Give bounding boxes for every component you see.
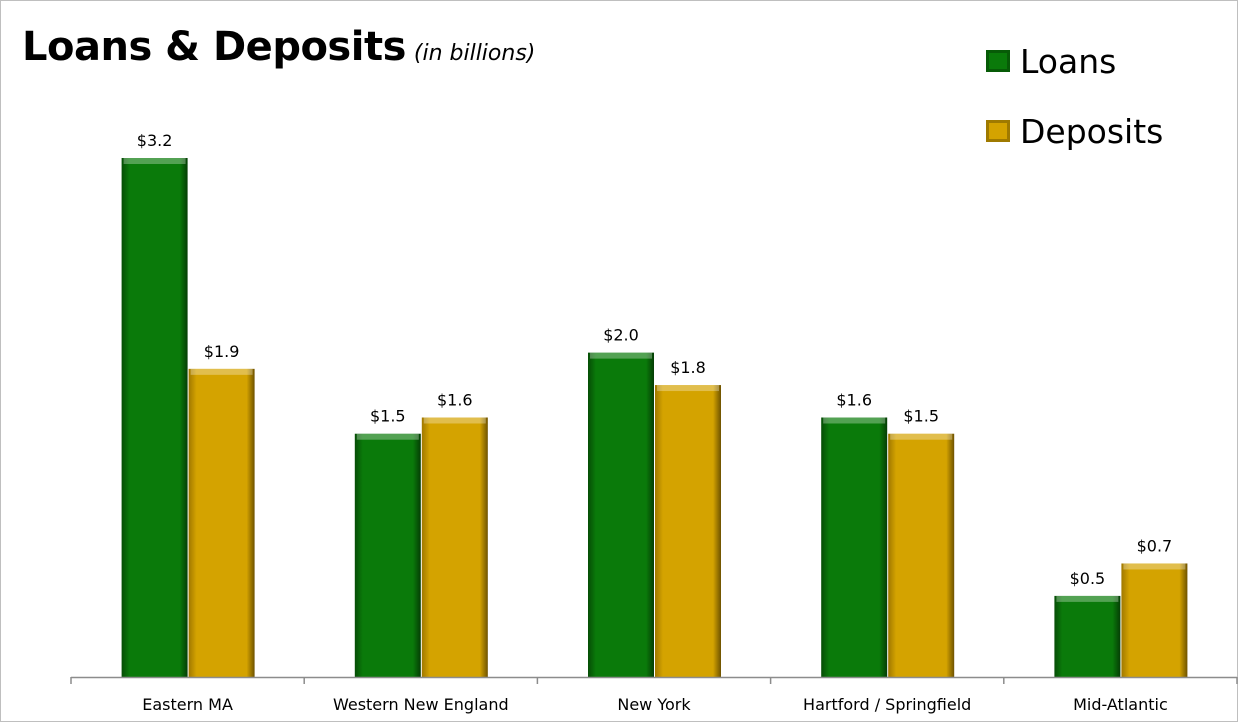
legend-item-loans: Loans <box>986 26 1163 96</box>
data-label: $3.2 <box>137 131 173 150</box>
title-text: Loans & Deposits <box>22 24 406 70</box>
x-tick-label: Western New England <box>333 695 509 714</box>
legend: Loans Deposits <box>986 26 1163 166</box>
legend-swatch-loans <box>986 50 1010 72</box>
x-tick-label: Eastern MA <box>142 695 233 714</box>
legend-item-deposits: Deposits <box>986 96 1163 166</box>
bar-bevel <box>356 433 419 440</box>
bar-loans <box>821 417 888 677</box>
bar-bevel <box>423 417 486 424</box>
data-label: $1.5 <box>903 407 939 426</box>
bar-bevel <box>823 417 886 424</box>
bar-bevel <box>1056 595 1119 602</box>
bar-loans <box>588 352 654 677</box>
bar-deposits <box>421 417 488 677</box>
data-label: $1.6 <box>836 391 872 410</box>
data-label: $1.9 <box>204 342 240 361</box>
bar-bevel <box>590 352 652 359</box>
legend-label: Deposits <box>1020 111 1164 151</box>
bar-deposits <box>1121 563 1188 677</box>
x-tick-label: Hartford / Springfield <box>803 695 971 714</box>
x-tick-label: New York <box>617 695 691 714</box>
bar-deposits <box>655 385 721 677</box>
data-label: $2.0 <box>603 326 639 345</box>
data-label: $0.7 <box>1137 536 1173 555</box>
bar-bevel <box>890 433 953 440</box>
bar-deposits <box>188 368 255 677</box>
bar-bevel <box>657 385 719 392</box>
bar-bevel <box>1123 563 1186 570</box>
bar-loans <box>121 158 188 677</box>
data-label: $0.5 <box>1070 569 1106 588</box>
data-label: $1.5 <box>370 407 406 426</box>
x-tick-label: Mid-Atlantic <box>1073 695 1168 714</box>
bar-bevel <box>123 158 186 164</box>
bar-loans <box>354 433 421 677</box>
chart-title: Loans & Deposits (in billions) <box>22 24 535 70</box>
legend-swatch-deposits <box>986 120 1010 142</box>
legend-label: Loans <box>1020 41 1117 81</box>
bar-loans <box>1054 595 1121 677</box>
chart-subtitle: (in billions) <box>413 41 536 66</box>
bar-bevel <box>190 368 253 375</box>
bar-deposits <box>888 433 955 677</box>
data-label: $1.6 <box>437 391 473 410</box>
data-label: $1.8 <box>670 358 706 377</box>
